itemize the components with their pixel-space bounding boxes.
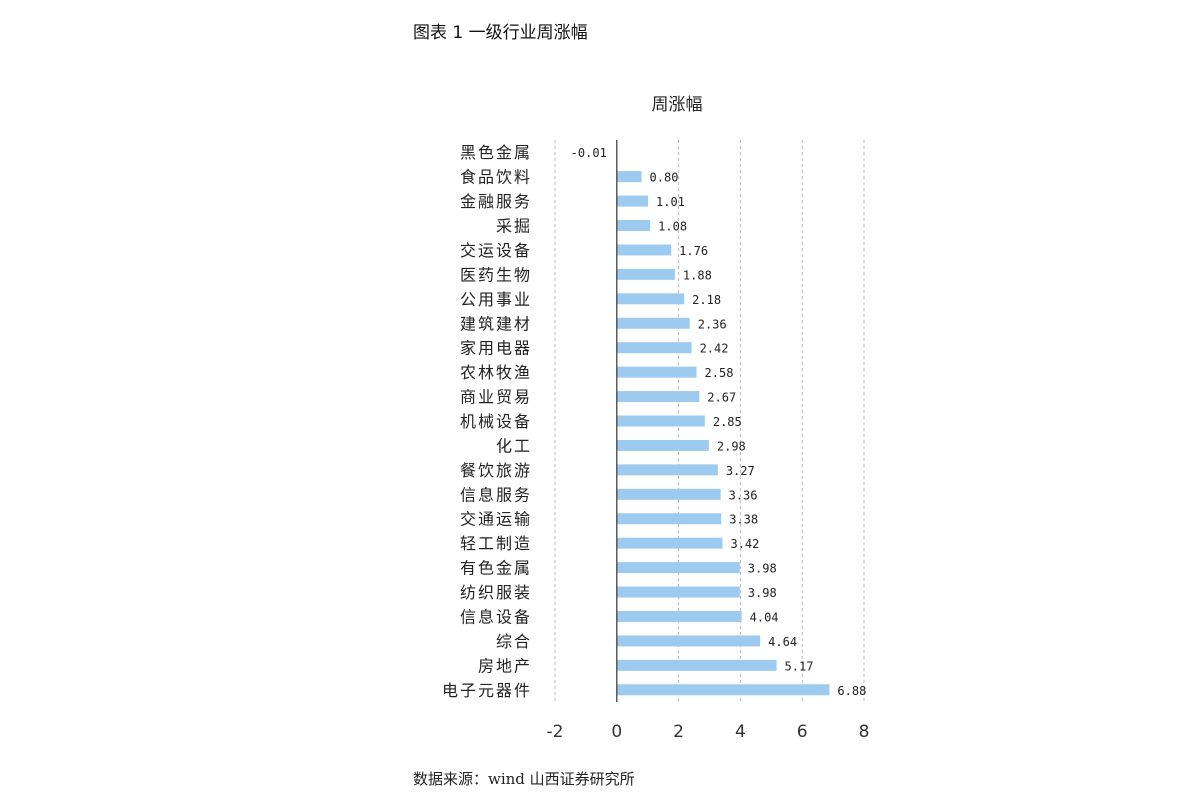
data-label: 1.08 [658, 220, 687, 234]
bars [616, 146, 830, 696]
bar [616, 293, 685, 305]
category-label: 交通运输 [460, 510, 532, 529]
data-label: 2.85 [713, 415, 742, 429]
bar [616, 635, 761, 647]
data-label: 4.64 [768, 635, 797, 649]
x-tick-labels: -2 0 2 4 6 8 [547, 722, 870, 742]
x-tick-label: 4 [735, 722, 746, 742]
category-label: 化工 [496, 436, 532, 455]
data-label: 0.80 [650, 171, 679, 185]
x-tick-label: 6 [797, 722, 808, 742]
category-label: 食品饮料 [460, 168, 532, 187]
category-label: 综合 [496, 632, 532, 651]
bar [616, 391, 700, 403]
data-label: 2.18 [692, 293, 721, 307]
bar [616, 171, 642, 183]
data-label: 2.36 [698, 317, 727, 331]
category-label: 有色金属 [460, 559, 532, 578]
category-label: 机械设备 [460, 412, 532, 431]
category-label: 信息设备 [460, 607, 532, 626]
category-label: 家用电器 [460, 339, 532, 358]
data-label: 3.98 [748, 562, 777, 576]
data-label: 1.88 [683, 268, 712, 282]
bar [616, 268, 675, 280]
category-label: 建筑建材 [460, 314, 532, 333]
category-label: 黑色金属 [460, 143, 532, 162]
data-label: 3.98 [748, 586, 777, 600]
data-label: 3.36 [729, 488, 758, 502]
bar [616, 366, 697, 378]
data-label: 3.38 [729, 513, 758, 527]
data-labels: -0.01 0.80 1.01 1.08 1.76 1.88 2.18 2.36 2.42 2.5… [571, 146, 867, 698]
category-label: 电子元器件 [442, 681, 532, 700]
source-note: 数据来源：wind 山西证券研究所 [413, 770, 635, 788]
data-label: -0.01 [571, 146, 607, 160]
category-label: 信息服务 [460, 485, 532, 504]
category-label: 轻工制造 [460, 534, 532, 553]
category-label: 医药生物 [460, 265, 532, 284]
bar [616, 244, 672, 256]
bar [616, 488, 721, 500]
bar [616, 317, 690, 329]
bar [616, 342, 692, 354]
category-label: 交运设备 [460, 241, 532, 260]
data-label: 3.27 [726, 464, 755, 478]
category-label: 金融服务 [460, 192, 532, 211]
category-label: 餐饮旅游 [460, 461, 532, 480]
grid-lines [554, 140, 865, 702]
bar [616, 610, 742, 622]
category-labels: 黑色金属食品饮料金融服务采掘交运设备医药生物公用事业建筑建材家用电器农林牧渔商业… [442, 143, 532, 700]
category-label: 房地产 [478, 656, 532, 675]
category-label: 农林牧渔 [460, 363, 532, 382]
figure-caption: 图表 1 一级行业周涨幅 [413, 23, 588, 43]
x-tick-label: 8 [859, 722, 870, 742]
bar [616, 659, 777, 671]
category-label: 采掘 [496, 217, 532, 236]
data-label: 2.98 [717, 439, 746, 453]
data-label: 6.88 [837, 684, 866, 698]
bar [616, 684, 830, 696]
bar [616, 513, 722, 525]
data-label: 1.01 [656, 195, 685, 209]
bar [616, 415, 705, 427]
x-tick-label: 2 [673, 722, 684, 742]
data-label: 2.67 [707, 391, 736, 405]
data-label: 2.58 [705, 366, 734, 380]
data-label: 4.04 [750, 610, 779, 624]
bar [616, 195, 649, 207]
data-label: 5.17 [785, 659, 814, 673]
chart-title: 周涨幅 [652, 95, 703, 115]
data-label: 1.76 [679, 244, 708, 258]
bar [616, 439, 709, 451]
x-tick-label: -2 [547, 722, 564, 742]
x-tick-label: 0 [611, 722, 622, 742]
bar [616, 586, 740, 598]
bar [616, 464, 718, 476]
category-label: 商业贸易 [460, 388, 532, 407]
bar [616, 562, 740, 574]
data-label: 3.42 [730, 537, 759, 551]
category-label: 纺织服装 [460, 583, 532, 602]
bar [616, 220, 651, 232]
bar [616, 537, 723, 549]
data-label: 2.42 [700, 342, 729, 356]
category-label: 公用事业 [460, 290, 532, 309]
